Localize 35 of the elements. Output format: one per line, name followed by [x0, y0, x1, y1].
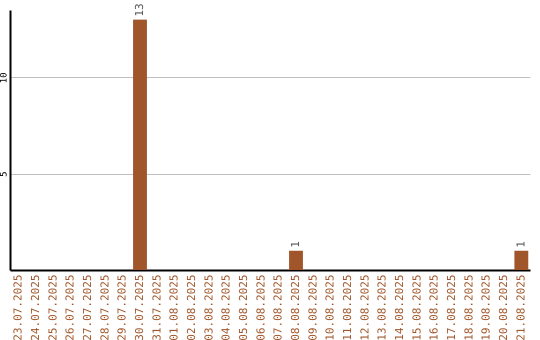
y-tick-label: 10	[0, 72, 10, 84]
y-tick-label: 5	[0, 171, 10, 177]
x-tick-label: 21.08.2025	[514, 274, 528, 340]
x-tick-label: 04.08.2025	[220, 274, 233, 340]
x-tick-label: 24.07.2025	[29, 274, 42, 340]
x-tick-label: 08.08.2025	[289, 274, 302, 340]
data-label: 1	[514, 241, 528, 248]
x-tick-label: 27.07.2025	[81, 274, 94, 340]
x-tick-label: 31.07.2025	[150, 274, 164, 340]
x-tick-label: 17.08.2025	[445, 274, 458, 340]
x-tick-label: 10.08.2025	[324, 274, 337, 340]
x-tick-label: 01.08.2025	[168, 274, 181, 340]
x-tick-label: 12.08.2025	[358, 274, 372, 340]
x-tick-label: 11.08.2025	[341, 274, 354, 340]
x-tick-label: 29.07.2025	[116, 274, 129, 340]
x-tick-label: 30.07.2025	[133, 274, 146, 340]
x-tick-label: 09.08.2025	[306, 274, 320, 340]
x-tick-label: 26.07.2025	[64, 274, 77, 340]
x-tick-label: 23.07.2025	[12, 274, 25, 340]
x-tick-label: 14.08.2025	[393, 274, 406, 340]
x-tick-label: 03.08.2025	[202, 274, 216, 340]
x-tick-label: 18.08.2025	[462, 274, 476, 340]
x-tick-label: 25.07.2025	[46, 274, 60, 340]
x-tick-label: 15.08.2025	[410, 274, 424, 340]
data-label: 1	[289, 241, 302, 248]
x-tick-label: 07.08.2025	[272, 274, 285, 340]
x-tick-label: 02.08.2025	[185, 274, 198, 340]
x-tick-label: 05.08.2025	[237, 274, 250, 340]
x-tick-label: 06.08.2025	[254, 274, 268, 340]
data-label: 13	[133, 3, 146, 17]
x-tick-label: 28.07.2025	[98, 274, 112, 340]
x-tick-label: 16.08.2025	[428, 274, 441, 340]
x-tick-label: 13.08.2025	[376, 274, 389, 340]
x-tick-label: 19.08.2025	[480, 274, 493, 340]
x-tick-label: 20.08.2025	[497, 274, 510, 340]
